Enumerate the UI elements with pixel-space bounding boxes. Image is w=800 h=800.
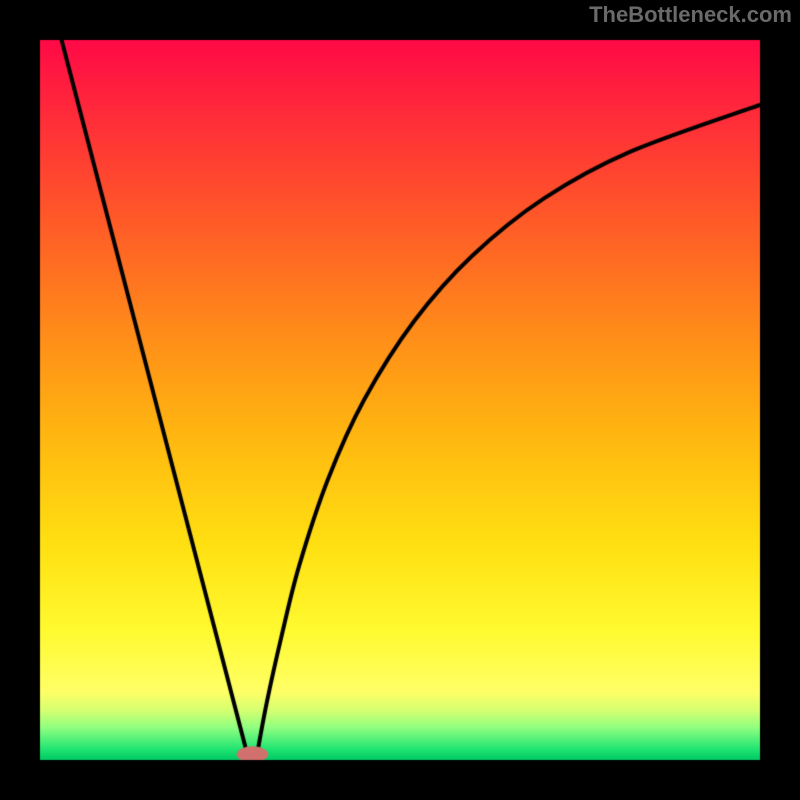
chart-container: { "chart": { "type": "line", "canvas": {… — [0, 0, 800, 800]
bottleneck-chart — [0, 0, 800, 800]
